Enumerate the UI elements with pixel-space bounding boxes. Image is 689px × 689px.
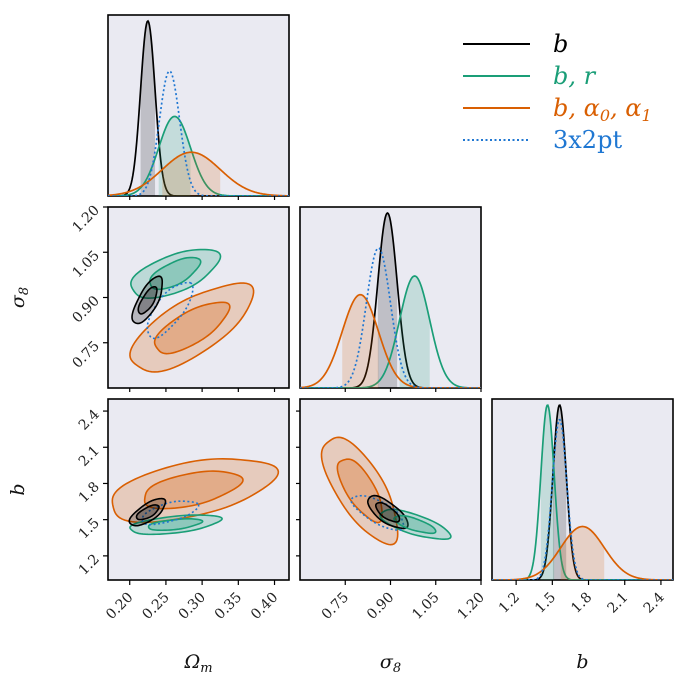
ytick-label-b: 2.1: [76, 443, 103, 470]
curve-s8-1: [300, 275, 481, 388]
xtick-label-s8: 0.75: [319, 590, 352, 623]
xtick-label-s8: 1.05: [409, 590, 442, 623]
curve-Om-0: [108, 19, 289, 196]
xtick-label-Om: 0.35: [212, 590, 245, 623]
contour-s8_Om-0-1: [137, 285, 158, 315]
contour-s8_Om-3-0: [146, 281, 194, 340]
curve-b-3: [492, 418, 673, 580]
ytick-label-b: 1.2: [76, 551, 103, 578]
band-s8-1: [399, 276, 430, 388]
xtick-label-Om: 0.25: [139, 590, 172, 623]
curve-Om-2: [108, 151, 289, 196]
curve-Om-1: [108, 115, 289, 196]
ylabel-s8: σ8: [7, 287, 32, 308]
xtick-label-b: 2.4: [641, 589, 668, 616]
xtick-label-Om: 0.30: [176, 590, 209, 623]
xtick-label-Om: 0.20: [103, 590, 136, 623]
curve-b-2: [492, 525, 673, 580]
ytick-label-s8: 0.90: [69, 293, 102, 326]
panel-b-b: [491, 398, 674, 581]
contours-s8_Om: [129, 248, 255, 373]
xlabel-s8: σ8: [380, 651, 401, 676]
marginal-b: [492, 404, 673, 580]
ytick-label-b: 2.4: [76, 407, 103, 434]
xtick-label-b: 2.1: [605, 590, 632, 617]
ylabel-b: b: [7, 483, 29, 495]
band-b-1: [540, 405, 555, 580]
ytick-label-s8: 0.75: [69, 338, 102, 371]
contours-b_Om: [111, 458, 280, 536]
contours-b_s8: [320, 436, 452, 546]
legend-label-3: 3x2pt: [553, 126, 622, 154]
xtick-label-s8: 0.90: [364, 590, 397, 623]
curve-Om-3: [108, 70, 289, 196]
band-Om-0: [140, 21, 156, 196]
contour-s8_Om-0-0: [131, 275, 164, 325]
contour-s8_Om-1-0: [130, 248, 222, 299]
contour-b_Om-3-0: [141, 500, 200, 526]
band-b-0: [552, 405, 567, 580]
panel-b-s8: [299, 398, 482, 581]
contour-b_Om-2-1: [143, 470, 244, 510]
band-s8-2: [342, 294, 379, 388]
legend-label-2: b, α0, α1: [553, 94, 652, 125]
band-Om-1: [158, 116, 191, 196]
marginal-s8: [300, 211, 481, 388]
legend-label-0: b: [553, 30, 568, 58]
contour-s8_Om-2-1: [153, 301, 231, 355]
contour-b_s8-1-1: [393, 514, 437, 535]
ytick-label-s8: 1.20: [69, 203, 102, 236]
band-Om-2: [162, 152, 221, 196]
contour-b_Om-0-1: [135, 504, 160, 521]
contour-b_s8-0-1: [374, 501, 401, 523]
curve-s8-2: [300, 293, 481, 388]
xtick-label-s8: 1.20: [454, 590, 487, 623]
ytick-label-b: 1.5: [76, 515, 103, 542]
legend-label-1: b, r: [553, 62, 597, 90]
ytick-label-b: 1.8: [76, 479, 103, 506]
xlabel-Om: Ωm: [183, 651, 212, 676]
marginal-Om: [108, 19, 289, 196]
xtick-label-Om: 0.40: [248, 590, 281, 623]
xtick-label-b: 1.8: [568, 590, 595, 617]
curve-b-1: [492, 404, 673, 580]
panel-Om-Om: [107, 14, 290, 197]
contour-b_Om-1-1: [147, 517, 204, 532]
curve-s8-0: [300, 211, 481, 388]
xtick-label-b: 1.5: [532, 590, 559, 617]
contour-s8_Om-2-0: [129, 282, 255, 373]
panel-b-Om: [107, 398, 290, 581]
xtick-label-b: 1.2: [496, 590, 523, 617]
panel-s8-Om: [107, 206, 290, 389]
ytick-label-s8: 1.05: [69, 248, 102, 281]
xlabel-b: b: [576, 651, 588, 673]
